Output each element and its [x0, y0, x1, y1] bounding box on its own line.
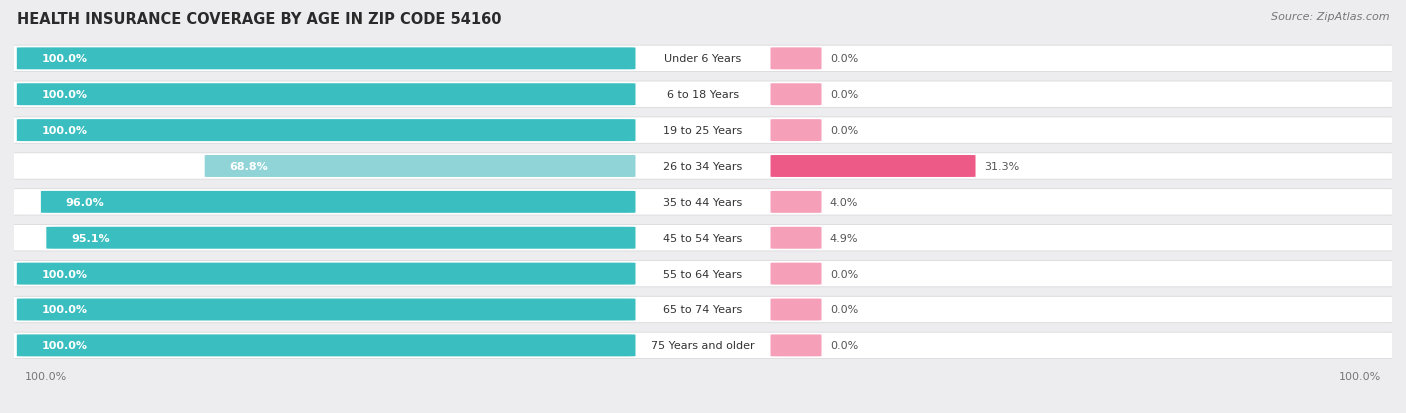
FancyBboxPatch shape — [8, 297, 1398, 323]
Text: 100.0%: 100.0% — [42, 305, 87, 315]
FancyBboxPatch shape — [8, 189, 1398, 216]
Text: 55 to 64 Years: 55 to 64 Years — [664, 269, 742, 279]
Text: 45 to 54 Years: 45 to 54 Years — [664, 233, 742, 243]
FancyBboxPatch shape — [17, 48, 636, 70]
Text: 0.0%: 0.0% — [830, 126, 858, 136]
FancyBboxPatch shape — [17, 84, 636, 106]
FancyBboxPatch shape — [770, 156, 976, 178]
Text: Source: ZipAtlas.com: Source: ZipAtlas.com — [1271, 12, 1389, 22]
FancyBboxPatch shape — [770, 120, 821, 142]
Text: 0.0%: 0.0% — [830, 90, 858, 100]
FancyBboxPatch shape — [770, 84, 821, 106]
Text: 35 to 44 Years: 35 to 44 Years — [664, 197, 742, 207]
FancyBboxPatch shape — [8, 82, 1398, 108]
Text: HEALTH INSURANCE COVERAGE BY AGE IN ZIP CODE 54160: HEALTH INSURANCE COVERAGE BY AGE IN ZIP … — [17, 12, 502, 27]
Text: 26 to 34 Years: 26 to 34 Years — [664, 161, 742, 171]
Text: 100.0%: 100.0% — [25, 371, 67, 381]
FancyBboxPatch shape — [8, 153, 1398, 180]
Text: 68.8%: 68.8% — [229, 161, 269, 171]
Text: 4.0%: 4.0% — [830, 197, 858, 207]
Text: 31.3%: 31.3% — [984, 161, 1019, 171]
FancyBboxPatch shape — [8, 46, 1398, 72]
Text: 95.1%: 95.1% — [72, 233, 110, 243]
FancyBboxPatch shape — [205, 156, 636, 178]
FancyBboxPatch shape — [8, 118, 1398, 144]
Text: 96.0%: 96.0% — [66, 197, 104, 207]
Text: 6 to 18 Years: 6 to 18 Years — [666, 90, 740, 100]
Text: 100.0%: 100.0% — [42, 269, 87, 279]
Text: 100.0%: 100.0% — [42, 90, 87, 100]
FancyBboxPatch shape — [770, 263, 821, 285]
Text: 75 Years and older: 75 Years and older — [651, 341, 755, 351]
Text: 100.0%: 100.0% — [42, 54, 87, 64]
FancyBboxPatch shape — [770, 299, 821, 321]
Text: 100.0%: 100.0% — [42, 341, 87, 351]
FancyBboxPatch shape — [770, 48, 821, 70]
Text: 100.0%: 100.0% — [1339, 371, 1381, 381]
FancyBboxPatch shape — [41, 191, 636, 214]
Text: 65 to 74 Years: 65 to 74 Years — [664, 305, 742, 315]
FancyBboxPatch shape — [770, 227, 821, 249]
FancyBboxPatch shape — [8, 332, 1398, 359]
Text: 100.0%: 100.0% — [42, 126, 87, 136]
FancyBboxPatch shape — [17, 335, 636, 356]
Text: 0.0%: 0.0% — [830, 54, 858, 64]
FancyBboxPatch shape — [8, 225, 1398, 252]
FancyBboxPatch shape — [770, 191, 821, 214]
Text: 4.9%: 4.9% — [830, 233, 858, 243]
FancyBboxPatch shape — [17, 263, 636, 285]
FancyBboxPatch shape — [17, 120, 636, 142]
FancyBboxPatch shape — [46, 227, 636, 249]
Text: 0.0%: 0.0% — [830, 341, 858, 351]
Text: 0.0%: 0.0% — [830, 305, 858, 315]
FancyBboxPatch shape — [8, 261, 1398, 287]
Text: 19 to 25 Years: 19 to 25 Years — [664, 126, 742, 136]
FancyBboxPatch shape — [17, 299, 636, 321]
Text: 0.0%: 0.0% — [830, 269, 858, 279]
FancyBboxPatch shape — [770, 335, 821, 356]
Text: Under 6 Years: Under 6 Years — [665, 54, 741, 64]
